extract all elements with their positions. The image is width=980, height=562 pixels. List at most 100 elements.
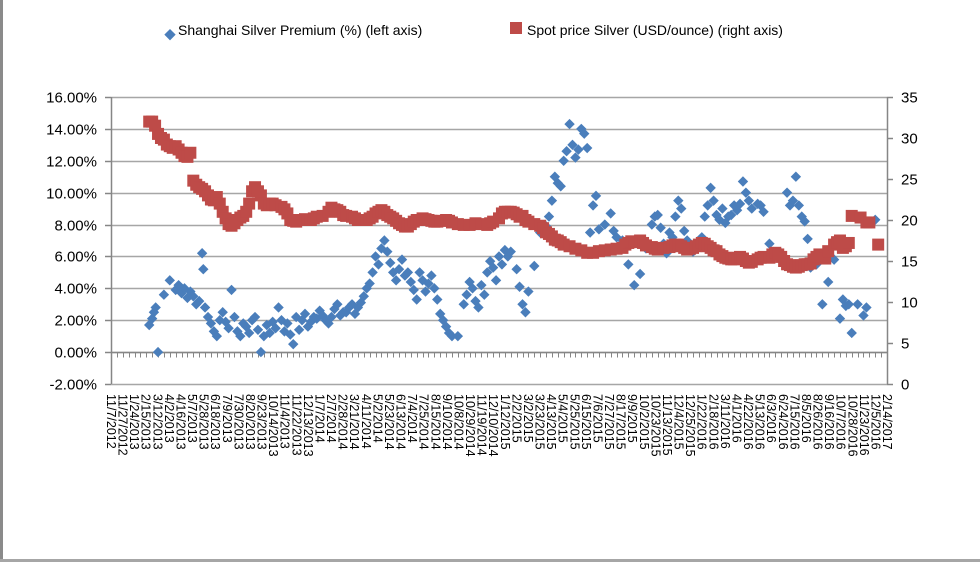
- premium-point: [229, 311, 240, 323]
- x-tick-label: 11/27/2012: [116, 394, 130, 456]
- premium-point: [152, 346, 164, 358]
- premium-point: [332, 299, 343, 310]
- y-right-tick-label: 30: [901, 131, 918, 148]
- x-tick-label: 4/1/2016: [729, 394, 743, 443]
- y-right-tick-label: 20: [901, 213, 918, 230]
- premium-point: [520, 307, 531, 318]
- premium-point: [299, 308, 311, 320]
- premium-point: [728, 200, 740, 211]
- premium-point: [496, 259, 508, 270]
- x-tick-label: 7/4/2014: [405, 394, 419, 443]
- x-tick-label: 6/18/2013: [208, 394, 222, 450]
- premium-point: [158, 289, 170, 300]
- premium-point: [646, 219, 658, 230]
- premium-point: [861, 302, 872, 313]
- chart-frame-left-border: [0, 0, 3, 562]
- x-tick-label: 4/22/2016: [741, 394, 755, 450]
- premium-point: [252, 324, 264, 335]
- premium-point: [702, 200, 713, 211]
- premium-point: [823, 276, 834, 288]
- x-tick-label: 10/7/2016: [834, 394, 848, 450]
- premium-point: [432, 294, 443, 305]
- y-right-tick-label: 0: [901, 377, 909, 394]
- x-tick-label: 10/28/2016: [845, 394, 859, 457]
- x-tick-label: 7/27/2015: [602, 394, 616, 450]
- premium-point: [834, 313, 846, 324]
- premium-point: [146, 313, 158, 324]
- premium-point: [790, 171, 802, 182]
- premium-point: [852, 299, 863, 310]
- premium-point: [781, 187, 793, 198]
- premium-point: [249, 311, 261, 323]
- x-tick-label: 8/26/2016: [811, 394, 825, 450]
- x-tick-label: 8/15/2014: [428, 394, 442, 450]
- premium-point: [393, 264, 405, 275]
- x-tick-label: 8/5/2016: [799, 394, 813, 443]
- spot-price-point: [243, 197, 256, 210]
- premium-point: [673, 195, 684, 206]
- premium-point: [676, 203, 687, 214]
- x-tick-label: 1/7/2014: [313, 394, 327, 443]
- premium-point: [270, 322, 281, 334]
- legend-marker-diamond: [164, 29, 176, 41]
- premium-point: [858, 310, 869, 321]
- y-left-tick-label: 6.00%: [54, 249, 97, 266]
- premium-point: [846, 327, 857, 339]
- y-left-tick-label: 2.00%: [54, 313, 97, 330]
- y-left-tick-label: 4.00%: [54, 281, 97, 298]
- premium-point: [558, 155, 569, 166]
- premium-point: [364, 278, 375, 289]
- premium-point: [576, 123, 587, 135]
- x-tick-label: 5/28/2013: [197, 394, 211, 450]
- premium-point: [793, 200, 805, 211]
- premium-point: [367, 267, 378, 278]
- premium-point: [490, 275, 502, 286]
- x-tick-label: 10/23/2015: [648, 394, 662, 457]
- premium-point: [517, 299, 528, 310]
- premium-point: [567, 139, 578, 151]
- premium-point: [623, 259, 634, 270]
- premium-point: [699, 211, 710, 222]
- x-tick-label: 4/2/2013: [162, 394, 176, 443]
- x-tick-label: 11/22/2013: [289, 394, 303, 456]
- x-tick-label: 9/23/2013: [255, 394, 269, 450]
- y-left-tick-label: 8.00%: [54, 218, 97, 235]
- premium-point: [423, 278, 434, 289]
- x-tick-label: 7/30/2013: [231, 394, 245, 450]
- x-axis-ticks: [111, 352, 888, 358]
- y-left-tick-label: 0.00%: [54, 345, 97, 362]
- premium-point: [652, 209, 663, 221]
- premium-point: [414, 267, 425, 278]
- y-right-tick-label: 5: [901, 336, 909, 353]
- premium-point: [446, 330, 458, 342]
- premium-point: [817, 299, 828, 310]
- x-tick-label: 8/20/2013: [243, 394, 257, 450]
- premium-point: [282, 318, 293, 329]
- x-tick-label: 3/21/2014: [347, 394, 361, 450]
- y-right-tick-label: 15: [901, 254, 918, 271]
- premium-point: [188, 291, 199, 302]
- x-tick-label: 5/7/2013: [185, 394, 199, 443]
- premium-point: [255, 346, 267, 358]
- x-tick-label: 3/11/2016: [718, 394, 732, 449]
- x-tick-label: 4/11/2014: [359, 394, 373, 449]
- x-tick-label: 7/15/2016: [787, 394, 801, 450]
- x-tick-label: 5/23/2014: [382, 394, 396, 450]
- premium-point: [196, 248, 208, 259]
- x-tick-label: 7/6/2015: [590, 394, 604, 443]
- premium-point: [426, 270, 437, 281]
- y-left-tick-label: 10.00%: [46, 186, 97, 203]
- premium-point: [458, 299, 469, 310]
- spot-price-point: [872, 238, 885, 251]
- premium-point: [208, 326, 220, 337]
- x-tick-label: 1/24/2013: [127, 394, 141, 450]
- legend: Shanghai Silver Premium (%) (left axis) …: [164, 22, 783, 41]
- x-tick-label: 2/7/2014: [324, 394, 338, 443]
- premium-point: [570, 152, 581, 163]
- premium-point: [487, 262, 499, 273]
- y-right-tick-label: 35: [901, 90, 918, 107]
- y-left-tick-label: 12.00%: [46, 154, 97, 171]
- premium-point: [523, 286, 534, 297]
- y-left-tick-label: 14.00%: [46, 122, 97, 139]
- premium-point: [564, 118, 575, 130]
